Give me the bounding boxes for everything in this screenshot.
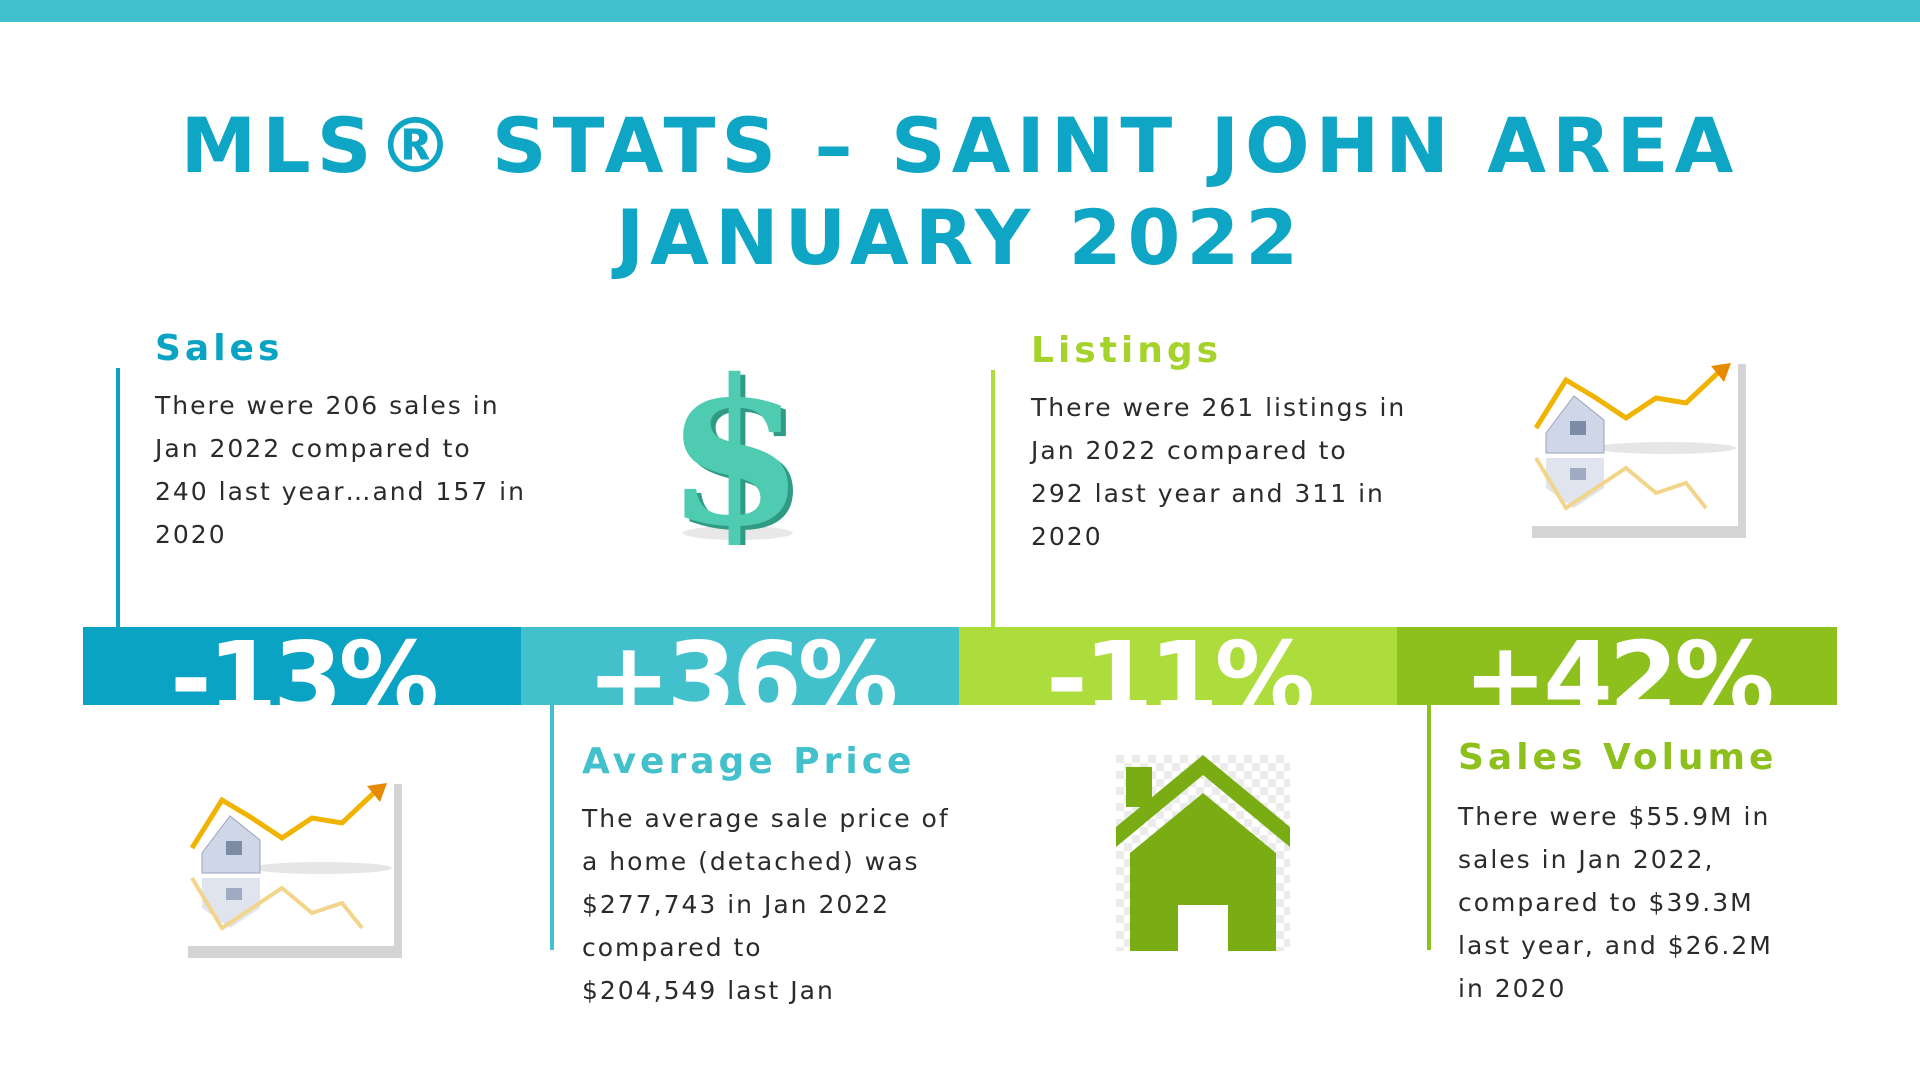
- sales-volume-percent: +42%: [1463, 627, 1774, 706]
- sales-volume-line-5: in 2020: [1458, 974, 1567, 1003]
- page-title: MLS® STATS – SAINT JOHN AREA JANUARY 202…: [0, 100, 1920, 284]
- listings-line-4: 2020: [1031, 522, 1103, 551]
- average-price-heading: Average Price: [582, 741, 916, 782]
- svg-text:$: $: [665, 345, 804, 545]
- sales-text: There were 206 sales in Jan 2022 compare…: [155, 384, 526, 556]
- sales-volume-line-4: last year, and $26.2M: [1458, 931, 1773, 960]
- svg-text:$: $: [670, 345, 809, 545]
- sales-volume-heading: Sales Volume: [1458, 737, 1778, 778]
- average-price-percent-band: +36%: [521, 627, 960, 705]
- sales-volume-text: There were $55.9M in sales in Jan 2022, …: [1458, 795, 1773, 1010]
- listings-heading: Listings: [1031, 330, 1223, 371]
- average-price-line-2: a home (detached) was: [582, 847, 920, 876]
- listings-line-2: Jan 2022 compared to: [1031, 436, 1348, 465]
- listings-line-1: There were 261 listings in: [1031, 393, 1407, 422]
- sales-line-4: 2020: [155, 520, 227, 549]
- sales-line-2: Jan 2022 compared to: [155, 434, 472, 463]
- dollar-sign-icon: $ $: [650, 336, 820, 575]
- average-price-line-5: $204,549 last Jan: [582, 976, 835, 1005]
- average-price-line-4: compared to: [582, 933, 763, 962]
- average-price-text: The average sale price of a home (detach…: [582, 797, 950, 1012]
- listings-text: There were 261 listings in Jan 2022 comp…: [1031, 386, 1406, 558]
- sales-percent: -13%: [170, 627, 439, 706]
- house-icon: [1116, 755, 1290, 951]
- sales-volume-line-1: There were $55.9M in: [1458, 802, 1771, 831]
- listings-line-3: 292 last year and 311 in: [1031, 479, 1385, 508]
- house-rising-chart-icon-2: [182, 778, 402, 958]
- sales-percent-band: -13%: [83, 627, 522, 705]
- house-rising-chart-icon: [1526, 358, 1746, 538]
- listings-divider: [991, 370, 995, 628]
- sales-volume-line-3: compared to $39.3M: [1458, 888, 1754, 917]
- average-price-percent: +36%: [586, 627, 898, 706]
- sales-divider: [116, 368, 120, 628]
- listings-percent-band: -11%: [959, 627, 1398, 705]
- average-price-line-1: The average sale price of: [582, 804, 950, 833]
- sales-line-3: 240 last year…and 157 in: [155, 477, 526, 506]
- title-line-1: MLS® STATS – SAINT JOHN AREA: [180, 101, 1740, 190]
- average-price-divider: [550, 705, 554, 950]
- sales-volume-divider: [1427, 705, 1431, 950]
- sales-volume-percent-band: +42%: [1397, 627, 1837, 705]
- title-line-2: JANUARY 2022: [615, 193, 1305, 282]
- listings-percent: -11%: [1046, 627, 1315, 706]
- top-accent-bar: [0, 0, 1920, 22]
- sales-line-1: There were 206 sales in: [155, 391, 500, 420]
- sales-heading: Sales: [155, 328, 284, 369]
- average-price-line-3: $277,743 in Jan 2022: [582, 890, 891, 919]
- sales-volume-line-2: sales in Jan 2022,: [1458, 845, 1715, 874]
